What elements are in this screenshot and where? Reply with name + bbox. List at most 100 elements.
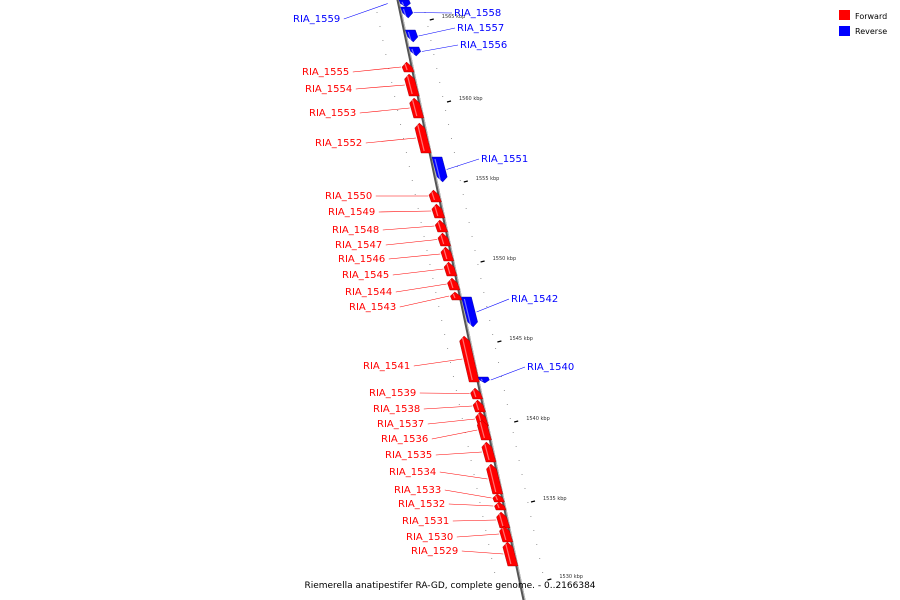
gene-arrow-shine xyxy=(452,293,456,299)
tick-layer: 1565 kbp 1560 kbp 1555 kbp 1550 kbp 1545 kbp… xyxy=(429,14,583,581)
gene-connector xyxy=(446,158,480,170)
tick-label: 1530 kbp xyxy=(559,574,583,580)
guide-dot xyxy=(453,152,455,153)
guide-dot xyxy=(408,166,410,167)
guide-dot xyxy=(533,530,535,531)
gene-connector xyxy=(352,66,402,73)
guide-dot xyxy=(450,138,452,139)
gene-label-ria-1534: RIA_1534 xyxy=(389,467,436,478)
gene-label-ria-1541: RIA_1541 xyxy=(363,361,410,372)
guide-dot xyxy=(530,516,532,517)
gene-arrow-shine xyxy=(501,527,507,541)
gene-label-ria-1531: RIA_1531 xyxy=(402,516,449,527)
gene-arrow-shine xyxy=(437,221,442,231)
guide-dot xyxy=(391,82,393,83)
guide-dot xyxy=(477,264,479,265)
gene-arrow-ria-1557 xyxy=(405,29,419,43)
gene-arrow-shine xyxy=(411,48,415,55)
guide-dot xyxy=(462,194,464,195)
gene-label-ria-1557: RIA_1557 xyxy=(457,23,504,34)
tick-label: 1540 kbp xyxy=(526,416,550,422)
gene-label-ria-1544: RIA_1544 xyxy=(345,287,392,298)
guide-dot xyxy=(485,530,487,531)
gene-arrow-shine xyxy=(449,279,454,289)
gene-arrow-ria-1542 xyxy=(461,296,478,328)
gene-label-ria-1553: RIA_1553 xyxy=(309,108,356,119)
guide-dot xyxy=(461,418,463,419)
gene-arrow-shine xyxy=(434,205,439,217)
gene-label-ria-1559: RIA_1559 xyxy=(293,14,340,25)
gene-arrow-shine xyxy=(480,378,483,382)
legend-label-reverse: Reverse xyxy=(855,27,887,36)
guide-dot xyxy=(426,250,428,251)
gene-arrow-shine xyxy=(402,8,407,17)
tick-label: 1550 kbp xyxy=(493,256,517,262)
gene-connector xyxy=(427,418,476,425)
gene-label-ria-1542: RIA_1542 xyxy=(511,294,558,305)
gene-connector xyxy=(392,268,444,276)
gene-label-ria-1535: RIA_1535 xyxy=(385,450,432,461)
guide-dot xyxy=(450,362,452,363)
guide-dot xyxy=(509,418,511,419)
gene-connector xyxy=(388,253,441,260)
guide-dot xyxy=(444,334,446,335)
guide-dot xyxy=(479,502,481,503)
genome-caption: Riemerella anatipestifer RA-GD, complete… xyxy=(304,581,595,591)
guide-dot xyxy=(542,572,544,573)
gene-arrow-shine xyxy=(443,248,448,260)
gene-connector xyxy=(439,471,488,480)
guide-dot xyxy=(492,334,494,335)
guide-dot xyxy=(445,110,447,111)
gene-label-ria-1529: RIA_1529 xyxy=(411,546,458,557)
gene-label-ria-1545: RIA_1545 xyxy=(342,270,389,281)
gene-connector xyxy=(359,107,410,114)
gene-arrow-ria-1559 xyxy=(398,0,411,8)
guide-dot xyxy=(379,26,381,27)
gene-label-ria-1556: RIA_1556 xyxy=(460,40,507,51)
gene-label-ria-1558: RIA_1558 xyxy=(454,8,501,19)
guide-dot xyxy=(458,404,460,405)
gene-arrow-shine xyxy=(475,401,480,411)
guide-dot xyxy=(465,208,467,209)
guide-dot xyxy=(497,586,499,587)
gene-connector xyxy=(421,44,459,52)
gene-connector xyxy=(418,27,456,37)
gene-connector xyxy=(461,550,504,555)
tick-mark xyxy=(480,260,485,263)
guide-dot xyxy=(468,222,470,223)
guide-dot xyxy=(473,474,475,475)
guide-dot xyxy=(411,180,413,181)
guide-dot xyxy=(385,54,387,55)
tick-mark xyxy=(514,420,519,423)
gene-arrow-shine xyxy=(411,99,418,117)
gene-arrow-ria-1532 xyxy=(494,501,507,511)
guide-dot xyxy=(498,362,500,363)
guide-dot xyxy=(524,488,526,489)
guide-dot xyxy=(397,110,399,111)
gene-label-ria-1555: RIA_1555 xyxy=(302,67,349,78)
gene-label-ria-1552: RIA_1552 xyxy=(315,138,362,149)
gene-arrow-ria-1530 xyxy=(499,525,514,543)
gene-label-ria-1536: RIA_1536 xyxy=(381,434,428,445)
tick-label: 1535 kbp xyxy=(543,496,567,502)
guide-dot xyxy=(442,96,444,97)
guide-dot xyxy=(376,12,378,13)
gene-arrow-ria-1556 xyxy=(408,46,421,57)
gene-label-ria-1551: RIA_1551 xyxy=(481,154,528,165)
guide-dot xyxy=(423,236,425,237)
guide-dot xyxy=(433,54,435,55)
gene-arrow-ria-1551 xyxy=(431,156,448,183)
gene-arrow-shine xyxy=(434,158,441,181)
gene-arrow-shine xyxy=(484,443,490,461)
tick-label: 1560 kbp xyxy=(459,96,483,102)
guide-dot xyxy=(438,306,440,307)
guide-dot xyxy=(536,544,538,545)
gene-arrow-ria-1554 xyxy=(404,73,420,97)
gene-arrow-ria-1558 xyxy=(400,6,414,19)
gene-label-ria-1532: RIA_1532 xyxy=(398,499,445,510)
guide-dot xyxy=(448,124,450,125)
gene-arrow-shine xyxy=(440,234,445,245)
gene-connector xyxy=(355,84,405,90)
guide-dot xyxy=(405,152,407,153)
gene-arrow-shine xyxy=(495,495,498,501)
